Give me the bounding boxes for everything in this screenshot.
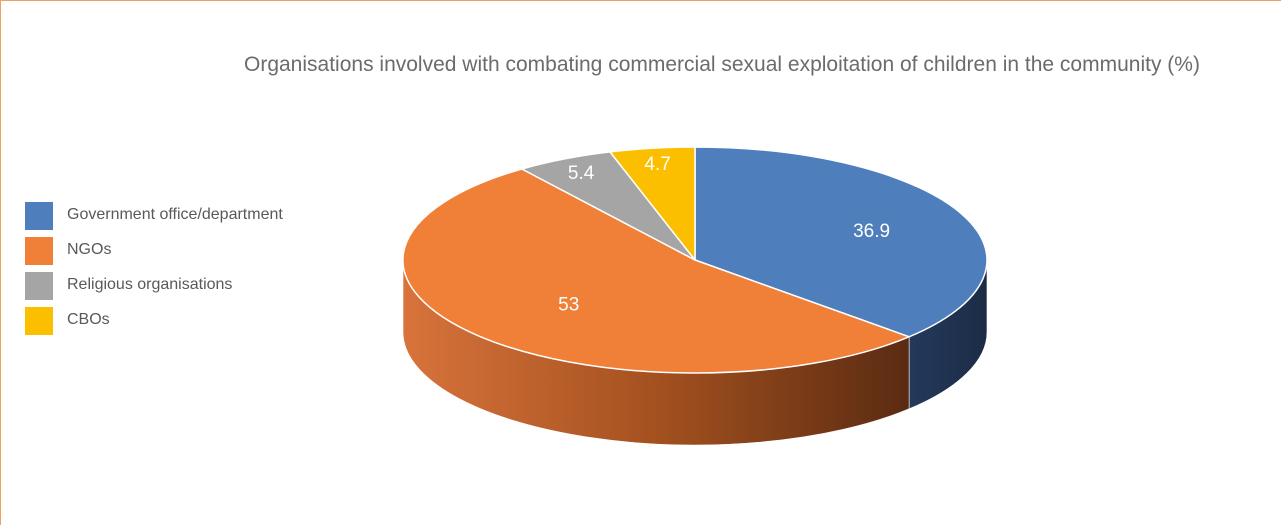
legend-item-cbos: CBOs [25,307,345,342]
pie-tops [402,146,988,374]
slice-government [694,146,988,338]
legend-label: CBOs [67,311,110,328]
legend-item-government: Government office/department [25,202,345,237]
data-label-ngos: 53 [558,295,579,316]
data-label-government: 36.9 [853,221,890,242]
legend-swatch [25,307,53,335]
pie-labels: 36.9 53 5.4 4.7 [558,154,890,316]
legend-swatch [25,237,53,265]
data-label-religious: 5.4 [568,163,595,184]
legend-label: NGOs [67,241,112,258]
legend: Government office/department NGOs Religi… [25,202,345,342]
legend-swatch [25,272,53,300]
legend-item-religious: Religious organisations [25,272,345,307]
chart-title: Organisations involved with combating co… [244,53,1200,76]
legend-label: Religious organisations [67,276,233,293]
legend-label: Government office/department [67,206,283,223]
slice-ngos [402,168,910,374]
slice-cbos [609,146,696,261]
legend-swatch [25,202,53,230]
legend-item-ngos: NGOs [25,237,345,272]
data-label-cbos: 4.7 [644,154,670,175]
